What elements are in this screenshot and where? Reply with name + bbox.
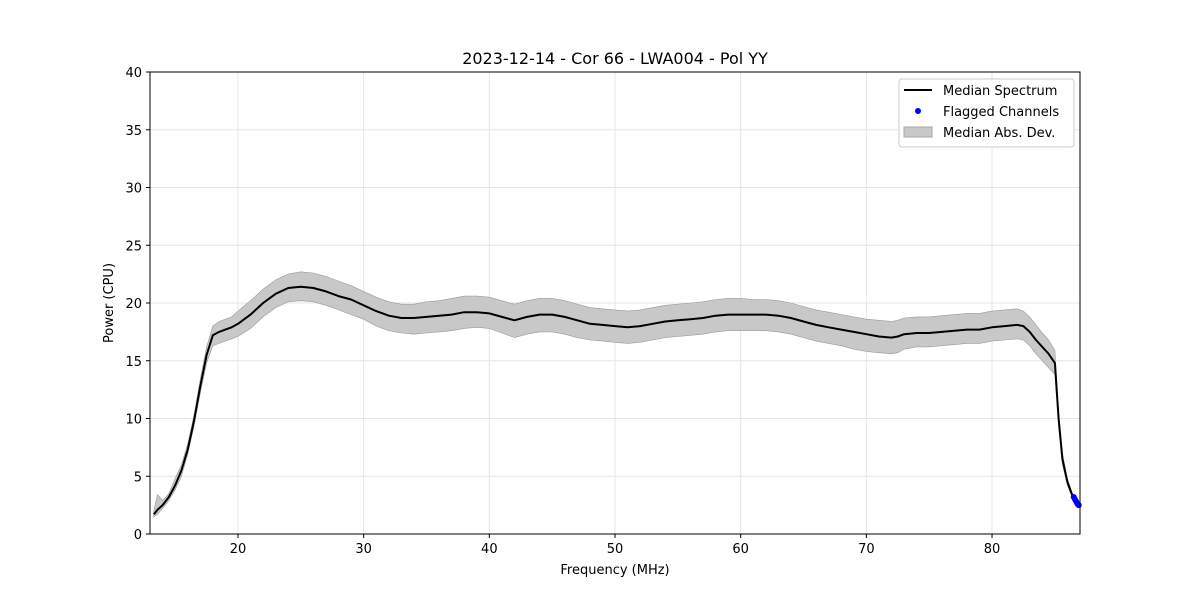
- y-tick-label: 10: [125, 413, 142, 428]
- y-tick-label: 35: [125, 124, 142, 139]
- y-tick-label: 20: [125, 297, 142, 312]
- flagged-channel-point: [1075, 502, 1082, 509]
- y-tick-label: 15: [125, 355, 142, 370]
- y-tick-label: 5: [134, 470, 142, 485]
- legend-median-spectrum-label: Median Spectrum: [943, 84, 1057, 99]
- grid: [150, 71, 1080, 535]
- x-axis-label: Frequency (MHz): [560, 563, 669, 578]
- x-tick-label: 50: [607, 542, 624, 557]
- x-tick-label: 30: [355, 542, 372, 557]
- y-axis: 0 5 10 15 20 25 30 35 40: [125, 66, 150, 543]
- median-spectrum-line: [153, 285, 1079, 516]
- x-tick-label: 40: [481, 542, 498, 557]
- median-spectrum-series: [153, 285, 1079, 516]
- y-tick-label: 40: [125, 66, 142, 81]
- chart-title: 2023-12-14 - Cor 66 - LWA004 - Pol YY: [462, 49, 768, 68]
- legend-flagged-channels-symbol: [915, 108, 921, 114]
- legend-median-abs-dev-symbol: [903, 126, 933, 138]
- y-axis-label: Power (CPU): [102, 263, 117, 343]
- x-tick-label: 80: [984, 542, 1001, 557]
- x-tick-label: 70: [858, 542, 875, 557]
- median-abs-dev-band: [153, 271, 1078, 518]
- legend-flagged-channels-label: Flagged Channels: [943, 105, 1059, 120]
- x-axis: 20 30 40 50 60 70 80: [230, 534, 1001, 557]
- mad-band-area: [153, 271, 1078, 518]
- x-tick-label: 60: [732, 542, 749, 557]
- y-tick-label: 0: [134, 528, 142, 543]
- legend-box: [898, 78, 1075, 148]
- legend-median-abs-dev-label: Median Abs. Dev.: [943, 126, 1055, 141]
- legend: Median Spectrum Flagged Channels Median …: [898, 78, 1075, 148]
- y-tick-label: 30: [125, 182, 142, 197]
- y-tick-label: 25: [125, 239, 142, 254]
- x-tick-label: 20: [230, 542, 247, 557]
